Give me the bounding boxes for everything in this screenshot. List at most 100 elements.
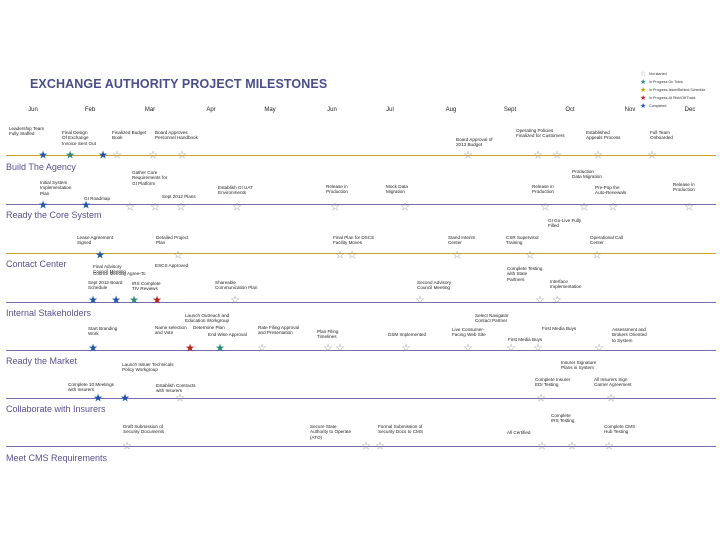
star-blue-icon: ★: [98, 148, 108, 162]
star-red-icon: ★: [185, 341, 195, 355]
legend-row: ★ In Progress On Track: [640, 78, 705, 86]
lane-label: Ready the Core System: [6, 210, 102, 220]
milestone-note: Stand Interim Center: [448, 235, 476, 246]
legend-row: ★ Completed: [640, 102, 705, 110]
lane-label: Build The Agency: [6, 162, 76, 172]
star-outline-icon: ☆: [452, 248, 462, 262]
milestone-note: Sept 2012 Plans: [162, 194, 196, 199]
milestone-note: Lease Agreement Signed: [77, 235, 114, 246]
star-red-icon: ★: [152, 293, 162, 307]
month-label: Nov: [624, 107, 636, 113]
milestone-note: Plan Filing Timelines: [317, 329, 339, 340]
month-label: Jun: [28, 107, 38, 113]
star-outline-icon: ☆: [684, 200, 694, 214]
milestone-note: First Media Buys: [542, 326, 577, 331]
milestone-note: Release in Production: [673, 182, 695, 193]
star-blue-icon: ★: [38, 148, 48, 162]
star-blue-icon: ★: [95, 248, 105, 262]
star-outline-icon: ☆: [361, 439, 371, 453]
milestone-note: Council Meeting Agree-To: [93, 271, 146, 276]
milestone-note: Pre-Pop the Auto-Renewals: [595, 185, 627, 196]
star-outline-icon: ☆: [647, 148, 657, 162]
milestone-note: Formal Submission of Security Docs to CM…: [378, 424, 423, 435]
milestone-note: Final Plan for DSCS Facility Moves: [333, 235, 375, 246]
chart-title: EXCHANGE AUTHORITY PROJECT MILESTONES: [30, 77, 328, 91]
milestone-note: Complete CMS Hub Testing: [604, 424, 636, 435]
milestone-note: Second Advisory Council Meeting: [417, 280, 452, 291]
lane-label: Internal Stakeholders: [6, 308, 92, 318]
star-outline-icon: ☆: [463, 148, 473, 162]
month-label: Oct: [565, 107, 575, 113]
milestone-note: GI Go-Live Fully Filled: [548, 218, 582, 229]
legend-label: In Progress-Issue/Behind Schedule: [649, 88, 706, 92]
milestone-note: Detailed Project Plan: [156, 235, 189, 246]
star-outline-icon: ☆: [463, 341, 473, 355]
star-outline-icon: ☆: [533, 148, 543, 162]
star-outline-icon: ☆: [608, 200, 618, 214]
star-outline-icon: ☆: [176, 200, 186, 214]
star-outline-icon: ☆: [506, 341, 516, 355]
milestone-note: Live Consumer- Facing Web Site: [452, 327, 486, 338]
star-outline-icon: ☆: [347, 248, 357, 262]
milestone-note: Board Approves Personnel Handbook: [155, 130, 198, 141]
legend-row: ★ In Progress-At Risk/Off Track: [640, 94, 705, 102]
star-outline-icon: ☆: [232, 200, 242, 214]
star-outline-icon: ☆: [579, 200, 589, 214]
milestone-note: Invoice Sent Out: [62, 141, 96, 146]
slide-canvas: [0, 66, 720, 470]
milestone-note: Full Team Onboarded: [650, 130, 673, 141]
star-outline-icon: ☆: [604, 439, 614, 453]
legend-row: ★ In Progress-Issue/Behind Schedule: [640, 86, 705, 94]
lane-divider: [6, 204, 716, 205]
star-outline-icon: ☆: [230, 293, 240, 307]
milestone-note: Launch Outreach and Education Workgroup: [185, 313, 230, 324]
star-outline-icon: ☆: [148, 148, 158, 162]
month-label: Aug: [445, 107, 457, 113]
star-outline-icon: ☆: [606, 391, 616, 405]
lane-divider: [6, 155, 716, 156]
milestone-note: Production Data Migration: [572, 169, 602, 180]
milestone-note: Name selection and Vote: [155, 325, 187, 336]
milestone-note: Complete IRS Testing: [551, 413, 575, 424]
milestone-note: Insurer Signature Plans in System: [561, 360, 597, 371]
milestone-note: Sept 2012 Board Schedule: [88, 280, 123, 291]
lane-divider: [6, 446, 716, 447]
milestone-note: Release in Production: [326, 184, 348, 195]
star-blue-icon: ★: [88, 341, 98, 355]
star-outline-icon: ☆: [335, 341, 345, 355]
milestone-note: Leadership Team Fully Staffed: [9, 126, 45, 137]
month-label: Jun: [327, 107, 337, 113]
star-outline-icon: ☆: [592, 248, 602, 262]
milestone-note: DSM Implemented: [388, 332, 427, 337]
star-outline-icon: ☆: [540, 200, 550, 214]
lane-divider: [6, 253, 716, 254]
legend-label: Completed: [649, 104, 667, 108]
lane-label: Meet CMS Requirements: [6, 453, 108, 463]
milestone-note: Start Branding Work: [88, 326, 118, 337]
milestone-note: GI Roadmap: [84, 196, 111, 201]
star-outline-icon: ☆: [330, 200, 340, 214]
star-outline-icon: ☆: [175, 391, 185, 405]
month-label: Mar: [144, 107, 156, 113]
month-label: Jul: [386, 107, 394, 113]
milestone-note: Shareable Communication Plan: [215, 280, 258, 291]
star-outline-icon: ☆: [552, 148, 562, 162]
lane-label: Contact Center: [6, 259, 67, 269]
milestone-note: Establish GI UAT Environments: [218, 185, 253, 196]
milestone-note: Operating Policies Finalized for Custome…: [516, 128, 565, 139]
lane-divider: [6, 302, 716, 303]
star-outline-icon: ☆: [400, 200, 410, 214]
lane-label: Collaborate with Insurers: [6, 404, 106, 414]
star-teal-icon: ★: [65, 148, 75, 162]
milestone-note: Interface Implementation: [550, 279, 582, 290]
milestone-note: Operational Call Center: [590, 235, 623, 246]
milestone-note: Rate Filing Approval and Presentation: [258, 325, 300, 336]
star-outline-icon: ☆: [535, 293, 545, 307]
milestone-note: Final Advisory Council Meeting: [93, 264, 126, 275]
star-blue-icon: ★: [93, 391, 103, 405]
milestone-note: CSR Supervisor Training: [506, 235, 539, 246]
lane-divider: [6, 350, 716, 351]
star-outline-icon: ☆: [375, 439, 385, 453]
star-teal-icon: ★: [129, 293, 139, 307]
star-outline-icon: ☆: [257, 341, 267, 355]
